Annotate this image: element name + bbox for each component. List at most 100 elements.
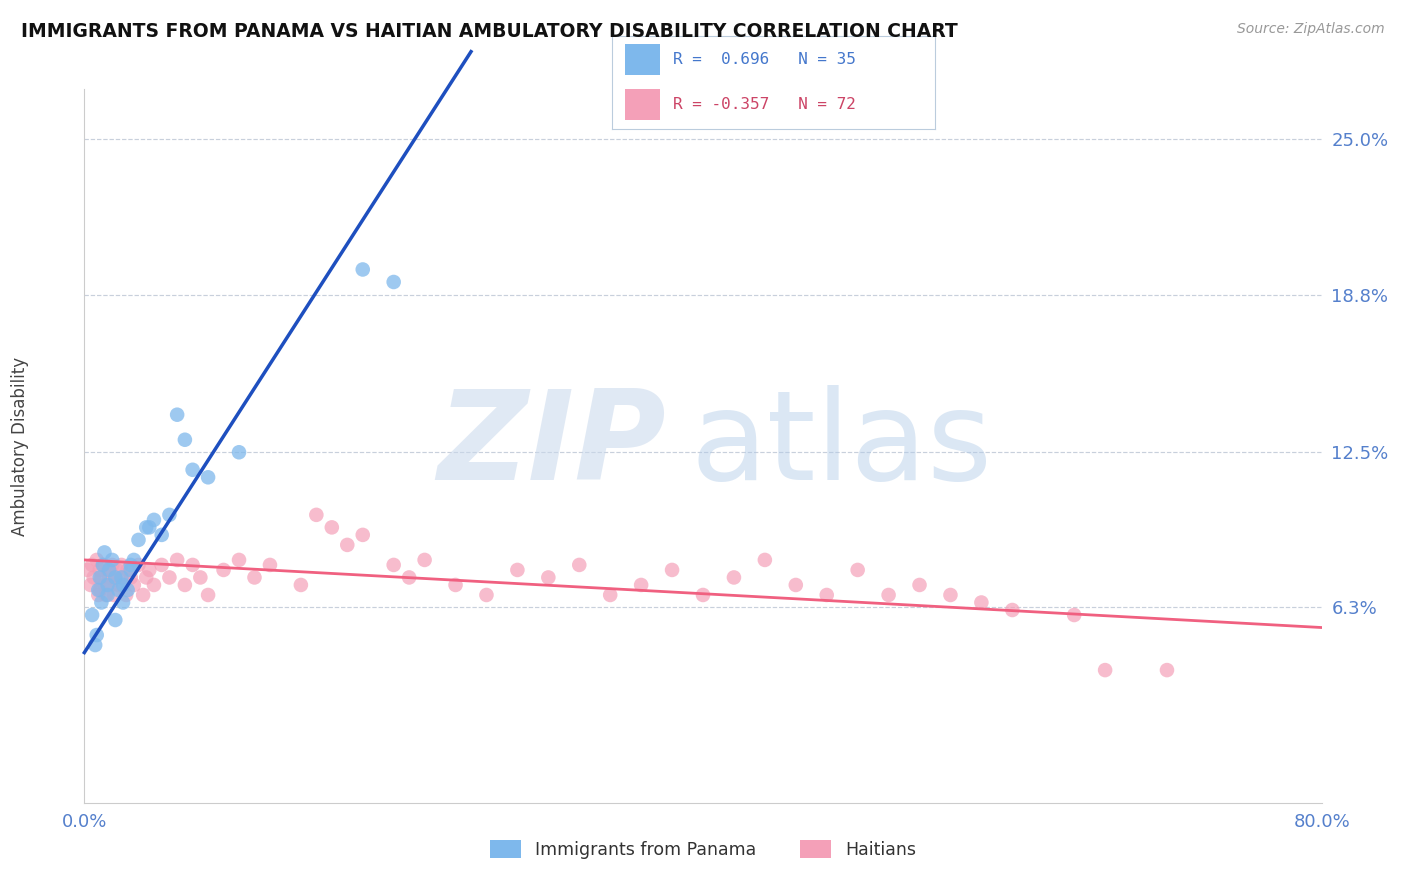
Point	[112, 595, 135, 609]
Point	[444, 578, 467, 592]
Point	[82, 558, 104, 572]
Point	[98, 563, 121, 577]
Point	[259, 558, 281, 572]
Bar	[624, 89, 661, 120]
Point	[197, 470, 219, 484]
Point	[87, 588, 110, 602]
Point	[120, 563, 142, 577]
Point	[166, 553, 188, 567]
Point	[138, 563, 160, 577]
Point	[76, 563, 98, 577]
Point	[692, 588, 714, 602]
Point	[188, 570, 211, 584]
Point	[86, 628, 108, 642]
Point	[110, 558, 132, 572]
Point	[181, 463, 204, 477]
Point	[103, 588, 125, 602]
Point	[475, 588, 498, 602]
Point	[174, 578, 197, 592]
Point	[846, 563, 869, 577]
Point	[382, 558, 405, 572]
Point	[132, 588, 155, 602]
Point	[877, 588, 900, 602]
Point	[115, 588, 138, 602]
Point	[174, 433, 197, 447]
Point	[89, 582, 111, 597]
Point	[506, 563, 529, 577]
Point	[321, 520, 343, 534]
Point	[104, 570, 127, 584]
Point	[98, 570, 121, 584]
Point	[159, 570, 180, 584]
Point	[243, 570, 266, 584]
Point	[352, 262, 374, 277]
Y-axis label: Ambulatory Disability: Ambulatory Disability	[11, 357, 28, 535]
Point	[568, 558, 591, 572]
Point	[96, 578, 118, 592]
Text: atlas: atlas	[690, 385, 993, 507]
Point	[127, 533, 149, 547]
Point	[970, 595, 993, 609]
Point	[138, 520, 160, 534]
Point	[815, 588, 838, 602]
Point	[100, 578, 122, 592]
Text: R =  0.696   N = 35: R = 0.696 N = 35	[673, 52, 856, 67]
Point	[661, 563, 683, 577]
Point	[94, 588, 117, 602]
Point	[785, 578, 807, 592]
Point	[754, 553, 776, 567]
Bar	[624, 44, 661, 75]
Point	[599, 588, 621, 602]
Point	[117, 563, 139, 577]
Point	[939, 588, 962, 602]
Point	[166, 408, 188, 422]
Point	[90, 595, 112, 609]
Point	[228, 445, 250, 459]
Point	[1094, 663, 1116, 677]
Point	[79, 578, 101, 592]
Point	[352, 528, 374, 542]
Point	[84, 638, 107, 652]
Point	[112, 570, 135, 584]
Point	[122, 553, 145, 567]
Point	[290, 578, 312, 592]
Point	[212, 563, 235, 577]
Point	[96, 563, 118, 577]
Point	[110, 570, 132, 584]
Point	[93, 545, 115, 559]
Point	[150, 528, 173, 542]
Point	[143, 578, 166, 592]
Point	[120, 558, 142, 572]
Text: R = -0.357   N = 72: R = -0.357 N = 72	[673, 97, 856, 112]
Point	[723, 570, 745, 584]
Point	[398, 570, 420, 584]
Point	[197, 588, 219, 602]
Point	[91, 558, 114, 572]
Point	[143, 513, 166, 527]
Point	[908, 578, 931, 592]
Point	[82, 607, 104, 622]
Point	[96, 588, 118, 602]
Point	[413, 553, 436, 567]
Point	[1156, 663, 1178, 677]
Point	[305, 508, 328, 522]
Point	[537, 570, 560, 584]
Point	[122, 578, 145, 592]
Point	[1063, 607, 1085, 622]
Point	[105, 563, 128, 577]
Point	[228, 553, 250, 567]
Point	[83, 570, 105, 584]
Point	[91, 558, 114, 572]
Point	[104, 570, 127, 584]
Point	[86, 553, 108, 567]
Point	[159, 508, 180, 522]
Text: Source: ZipAtlas.com: Source: ZipAtlas.com	[1237, 22, 1385, 37]
Point	[135, 570, 157, 584]
Point	[112, 578, 135, 592]
Point	[135, 520, 157, 534]
Point	[181, 558, 204, 572]
Text: IMMIGRANTS FROM PANAMA VS HAITIAN AMBULATORY DISABILITY CORRELATION CHART: IMMIGRANTS FROM PANAMA VS HAITIAN AMBULA…	[21, 22, 957, 41]
Point	[89, 563, 111, 577]
Point	[117, 582, 139, 597]
Point	[1001, 603, 1024, 617]
